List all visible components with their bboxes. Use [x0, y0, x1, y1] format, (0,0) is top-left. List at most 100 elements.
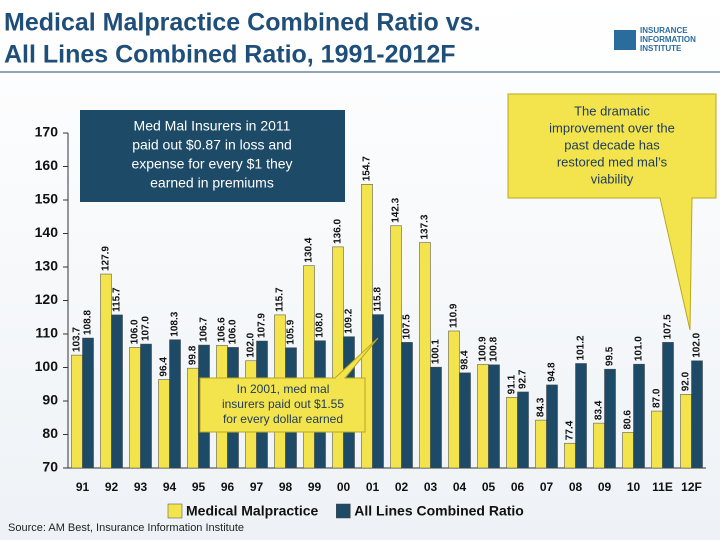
y-tick-label: 130: [35, 258, 59, 274]
value-label: 100.9: [478, 336, 489, 361]
bar: [419, 242, 431, 469]
title-line: All Lines Combined Ratio, 1991-2012F: [4, 41, 456, 69]
bar: [71, 354, 83, 469]
bar: [390, 225, 402, 469]
y-tick-label: 70: [42, 459, 58, 475]
callout-text: restored med mal’s: [557, 154, 668, 169]
value-label: 101.2: [576, 335, 587, 360]
bar: [169, 339, 181, 469]
value-label: 92.0: [681, 371, 692, 391]
bar: [604, 368, 616, 469]
value-label: 84.3: [536, 397, 547, 417]
value-label: 110.9: [449, 303, 460, 328]
callout-text: viability: [591, 171, 634, 186]
bar: [517, 391, 529, 469]
logo-text: INSTITUTE: [640, 44, 682, 53]
y-tick-label: 150: [35, 191, 59, 207]
y-tick-label: 90: [42, 392, 58, 408]
y-tick-label: 100: [35, 358, 59, 374]
legend-label: All Lines Combined Ratio: [354, 503, 524, 519]
value-label: 107.0: [141, 316, 152, 341]
bar: [593, 422, 605, 469]
title-line: Medical Malpractice Combined Ratio vs.: [4, 9, 481, 37]
x-tick-label: 06: [511, 480, 525, 494]
bar: [448, 330, 460, 469]
value-label: 115.7: [275, 287, 286, 312]
bar: [691, 360, 703, 469]
value-label: 137.3: [420, 214, 431, 239]
y-tick-label: 110: [35, 325, 58, 341]
value-label: 99.8: [188, 345, 199, 365]
value-label: 87.0: [652, 388, 663, 408]
x-tick-label: 08: [569, 480, 583, 494]
y-tick-label: 140: [35, 224, 59, 240]
callout-box: [199, 337, 379, 433]
x-tick-label: 92: [105, 480, 119, 494]
x-tick-label: 11E: [652, 480, 673, 494]
value-label: 80.6: [623, 410, 634, 430]
value-label: 102.0: [692, 332, 703, 357]
title: Medical Malpractice Combined Ratio vs. A…: [4, 9, 481, 69]
value-label: 106.0: [228, 319, 239, 344]
callout-text: for every dollar earned: [223, 412, 343, 426]
bar: [158, 379, 170, 469]
value-label: 101.0: [634, 336, 645, 361]
x-tick-label: 99: [308, 480, 322, 494]
bar: [187, 367, 199, 469]
value-label: 94.8: [547, 362, 558, 382]
value-label: 100.8: [489, 336, 500, 361]
bar: [575, 363, 587, 469]
callout-text: earned in premiums: [150, 175, 274, 191]
value-label: 83.4: [594, 400, 605, 420]
callout-text: Med Mal Insurers in 2011: [134, 118, 291, 134]
x-tick-label: 94: [163, 480, 177, 494]
x-tick-label: 05: [482, 480, 496, 494]
x-tick-label: 93: [134, 480, 148, 494]
x-tick-label: 01: [366, 480, 380, 494]
value-label: 92.7: [518, 369, 529, 389]
callout-text: past decade has: [564, 137, 660, 152]
callout-box: [507, 93, 717, 331]
value-label: 108.3: [170, 311, 181, 336]
value-label: 107.5: [402, 314, 413, 339]
x-tick-label: 00: [337, 480, 351, 494]
x-tick-label: 96: [221, 480, 235, 494]
value-label: 109.2: [344, 308, 355, 333]
y-tick-label: 80: [42, 425, 58, 441]
bar: [140, 343, 152, 469]
bar: [564, 442, 576, 469]
x-tick-label: 09: [598, 480, 612, 494]
y-tick-label: 120: [35, 291, 59, 307]
callout-box: [80, 110, 345, 202]
callout-text: paid out $0.87 in loss and: [132, 137, 292, 153]
value-label: 142.3: [391, 197, 402, 222]
bar: [372, 314, 384, 469]
bar: [129, 347, 141, 469]
bar: [622, 432, 634, 469]
bar: [332, 246, 344, 469]
legend-swatch: [336, 503, 351, 519]
x-tick-label: 03: [424, 480, 438, 494]
bar: [546, 384, 558, 469]
x-tick-label: 12F: [681, 480, 702, 494]
y-tick-label: 170: [35, 124, 59, 140]
value-label: 98.4: [460, 350, 471, 370]
x-tick-label: 07: [540, 480, 554, 494]
value-label: 130.4: [304, 237, 315, 262]
value-label: 103.7: [72, 327, 83, 352]
callout-text: expense for every $1 they: [131, 156, 292, 172]
logo-text: INSURANCE: [640, 26, 688, 35]
bar: [111, 314, 123, 469]
callout-text: improvement over the: [549, 120, 675, 135]
value-label: 107.9: [257, 313, 268, 338]
value-label: 105.9: [286, 319, 297, 344]
value-label: 91.1: [507, 374, 518, 394]
value-label: 106.7: [199, 317, 210, 342]
bar: [662, 342, 674, 469]
bar: [477, 364, 489, 469]
value-label: 106.0: [130, 319, 141, 344]
value-label: 127.9: [101, 246, 112, 271]
value-label: 77.4: [565, 420, 576, 440]
bar: [430, 366, 442, 469]
